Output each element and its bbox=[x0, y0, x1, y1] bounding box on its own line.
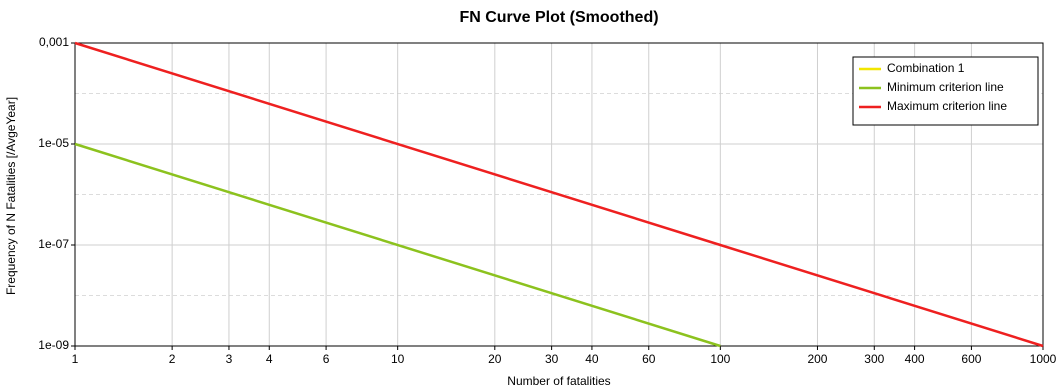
x-tick-label: 60 bbox=[642, 352, 656, 366]
legend-label: Maximum criterion line bbox=[887, 99, 1007, 113]
y-tick-label: 1e-05 bbox=[38, 136, 69, 150]
series-line bbox=[74, 41, 1044, 348]
x-tick-label: 4 bbox=[266, 352, 273, 366]
x-tick-label: 100 bbox=[710, 352, 730, 366]
x-tick-label: 30 bbox=[545, 352, 559, 366]
x-tick-label: 2 bbox=[169, 352, 176, 366]
x-tick-label: 300 bbox=[864, 352, 884, 366]
y-tick-label: 1e-09 bbox=[38, 338, 69, 352]
y-tick-label: 1e-07 bbox=[38, 237, 69, 251]
legend-label: Minimum criterion line bbox=[887, 80, 1004, 94]
x-tick-label: 400 bbox=[905, 352, 925, 366]
plot-frame bbox=[74, 42, 1044, 347]
legend-box bbox=[852, 56, 1039, 126]
y-tick-label: 0,001 bbox=[39, 35, 69, 49]
x-tick-label: 10 bbox=[391, 352, 405, 366]
x-tick-label: 6 bbox=[323, 352, 330, 366]
series-line bbox=[74, 142, 721, 348]
chart-title: FN Curve Plot (Smoothed) bbox=[459, 9, 658, 26]
x-tick-label: 1 bbox=[72, 352, 79, 366]
x-tick-label: 1000 bbox=[1030, 352, 1057, 366]
x-tick-label: 3 bbox=[226, 352, 233, 366]
x-tick-label: 40 bbox=[585, 352, 599, 366]
x-axis-label: Number of fatalities bbox=[507, 374, 610, 388]
legend-label: Combination 1 bbox=[887, 61, 965, 75]
x-tick-label: 20 bbox=[488, 352, 502, 366]
x-tick-label: 200 bbox=[807, 352, 827, 366]
x-tick-label: 600 bbox=[961, 352, 981, 366]
y-axis-label: Frequency of N Fatalities [/AvgeYear] bbox=[4, 97, 18, 295]
